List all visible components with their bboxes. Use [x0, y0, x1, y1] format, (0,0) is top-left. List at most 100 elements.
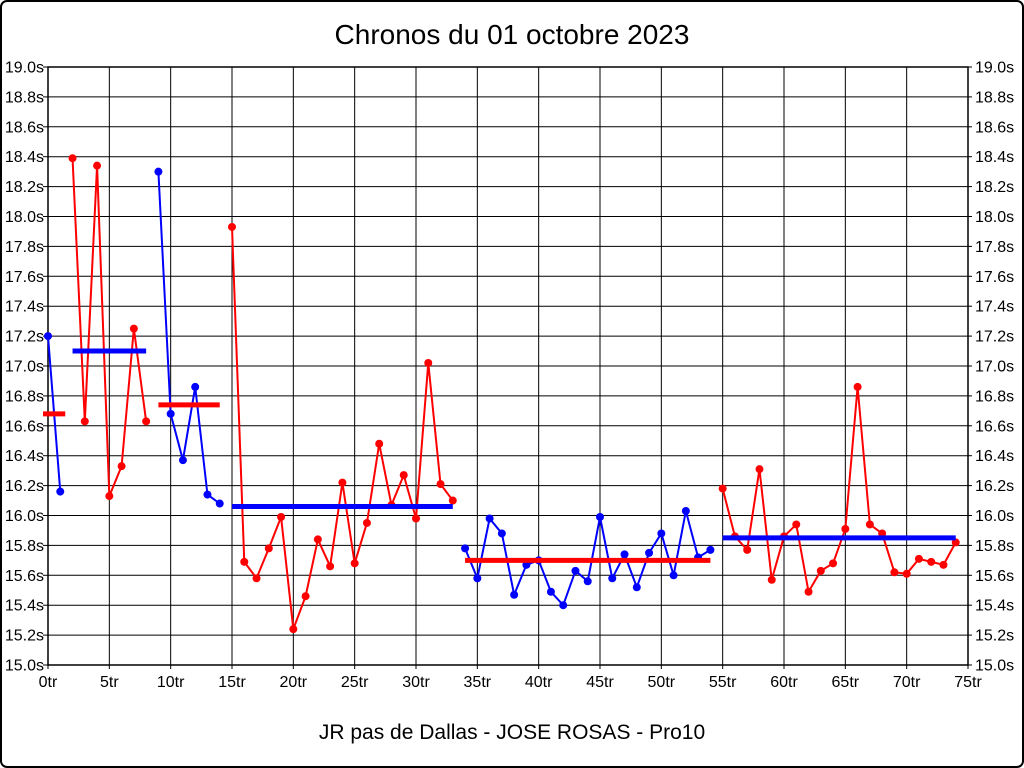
data-point [129, 324, 138, 333]
y-axis-tick-label-left: 15.8s [5, 538, 44, 555]
data-point [191, 382, 200, 391]
data-point [277, 512, 286, 521]
plot-border [47, 66, 969, 666]
data-point [816, 566, 825, 575]
y-axis-tick-label-right: 16.0s [975, 508, 1014, 525]
x-axis-tick-label: 20tr [280, 674, 308, 691]
series-line-laps-15-33 [231, 226, 454, 631]
mean-lines-layer [43, 348, 956, 563]
y-axis-tick-label-left: 16.0s [5, 508, 44, 525]
y-axis-tick-label-right: 18.2s [975, 179, 1014, 196]
data-point [608, 574, 617, 583]
data-point [645, 548, 654, 557]
y-axis-tick-label-left: 18.8s [5, 89, 44, 106]
x-axis-tick-label: 35tr [464, 674, 492, 691]
x-axis-tick-label: 25tr [341, 674, 369, 691]
y-axis-tick-label-left: 15.6s [5, 568, 44, 585]
data-point [546, 587, 555, 596]
y-axis-tick-label-left: 16.6s [5, 418, 44, 435]
x-axis-tick-label: 10tr [157, 674, 185, 691]
data-point [215, 499, 224, 508]
data-point [890, 568, 899, 577]
data-point [240, 557, 249, 566]
y-axis-tick-label-right: 18.6s [975, 119, 1014, 136]
data-point [583, 577, 592, 586]
grid-layer [43, 66, 972, 669]
data-point [362, 518, 371, 527]
data-point [252, 574, 261, 583]
data-point [461, 544, 470, 553]
y-axis-tick-label-left: 15.2s [5, 628, 44, 645]
data-point [755, 465, 764, 474]
y-axis-tick-label-right: 15.6s [975, 568, 1014, 585]
data-point [902, 569, 911, 578]
data-point [865, 520, 874, 529]
y-axis-tick-label-right: 17.6s [975, 269, 1014, 286]
data-point [669, 571, 678, 580]
chart-caption: JR pas de Dallas - JOSE ROSAS - Pro10 [319, 721, 705, 744]
y-axis-tick-label-right: 15.4s [975, 598, 1014, 615]
data-point [399, 471, 408, 480]
data-point [338, 478, 347, 487]
y-axis-tick-label-right: 17.8s [975, 239, 1014, 256]
x-axis-tick-label: 75tr [954, 674, 982, 691]
y-axis-tick-label-right: 18.8s [975, 89, 1014, 106]
data-point [485, 514, 494, 523]
data-point [681, 507, 690, 516]
y-axis-tick-label-right: 16.8s [975, 388, 1014, 405]
y-axis-tick-label-right: 16.2s [975, 478, 1014, 495]
y-axis-tick-label-left: 17.8s [5, 239, 44, 256]
y-axis-tick-label-left: 17.2s [5, 329, 44, 346]
data-point [497, 529, 506, 538]
data-point [289, 625, 298, 634]
x-axis-tick-label: 30tr [402, 674, 430, 691]
y-axis-tick-label-right: 15.2s [975, 628, 1014, 645]
data-point [841, 524, 850, 533]
data-point [80, 417, 89, 426]
data-point [178, 456, 187, 465]
data-point [56, 487, 65, 496]
data-point [228, 222, 236, 231]
data-point [117, 462, 126, 471]
y-axis-tick-label-left: 18.2s [5, 179, 44, 196]
data-point [412, 514, 420, 523]
data-point [264, 544, 273, 553]
y-axis-tick-label-left: 17.0s [5, 359, 44, 376]
data-point [620, 550, 629, 559]
x-axis-tick-label: 55tr [709, 674, 737, 691]
data-point [93, 161, 102, 170]
data-point [448, 496, 457, 505]
x-axis-tick-label: 5tr [100, 674, 119, 691]
data-point [436, 480, 445, 489]
data-point [718, 484, 727, 493]
data-point [154, 167, 163, 176]
data-point [142, 417, 151, 426]
data-point [914, 554, 923, 563]
data-point [166, 409, 175, 418]
x-axis-tick-label: 50tr [648, 674, 676, 691]
x-axis-tick-label: 45tr [586, 674, 614, 691]
data-point [559, 601, 568, 610]
data-point [596, 512, 604, 521]
x-axis-tick-label: 15tr [218, 674, 246, 691]
y-axis-tick-label-right: 17.2s [975, 329, 1014, 346]
data-point [767, 575, 776, 584]
y-axis-tick-label-right: 17.4s [975, 299, 1014, 316]
data-point [571, 566, 580, 575]
y-axis-tick-label-left: 17.4s [5, 299, 44, 316]
data-point [105, 492, 114, 501]
y-axis-tick-label-left: 15.0s [5, 658, 44, 675]
y-axis-tick-label-right: 16.4s [975, 448, 1014, 465]
data-point [853, 382, 862, 391]
data-point [473, 574, 482, 583]
data-point [743, 545, 752, 554]
data-point [632, 583, 641, 592]
y-axis-tick-label-right: 18.4s [975, 149, 1014, 166]
y-axis-tick-label-left: 19.0s [5, 60, 44, 77]
y-axis-tick-label-left: 18.4s [5, 149, 44, 166]
y-axis-tick-label-left: 17.6s [5, 269, 44, 286]
y-axis-tick-label-left: 15.4s [5, 598, 44, 615]
data-point [68, 154, 77, 163]
data-point [927, 557, 936, 566]
data-point [203, 490, 212, 499]
